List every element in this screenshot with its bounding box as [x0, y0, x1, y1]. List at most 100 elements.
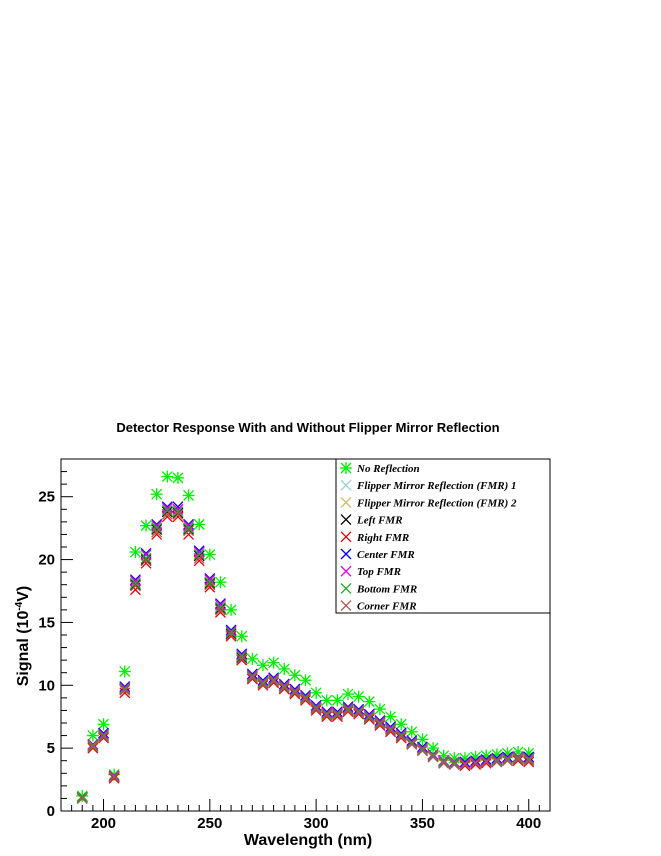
data-point [406, 737, 418, 749]
data-point [512, 751, 524, 763]
data-point [374, 718, 386, 730]
data-point [502, 751, 513, 763]
data-point [416, 745, 428, 757]
legend-label: Left FMR [356, 515, 403, 527]
data-point [459, 760, 471, 772]
data-point [491, 752, 503, 764]
data-point [151, 522, 163, 534]
data-point [523, 756, 535, 768]
data-point [203, 548, 216, 561]
series-8 [76, 508, 535, 804]
data-point [129, 579, 141, 591]
data-point [491, 753, 503, 765]
legend-label: Bottom FMR [356, 583, 417, 595]
data-point [257, 676, 269, 687]
data-point [236, 650, 248, 662]
data-point [406, 738, 418, 750]
data-point [470, 757, 482, 769]
legend-label: Flipper Mirror Reflection (FMR) 2 [356, 497, 517, 509]
data-point [204, 577, 216, 589]
data-point [320, 694, 333, 707]
y-axis: 0 5 10 15 20 25 [38, 458, 73, 820]
legend-label: Center FMR [357, 549, 415, 561]
data-point [225, 627, 237, 638]
x-tick-label: 250 [197, 815, 222, 832]
data-point [406, 735, 418, 747]
chart-title: Detector Response With and Without Flipp… [116, 420, 499, 435]
data-point [491, 756, 503, 768]
data-point [523, 755, 535, 767]
data-point [204, 579, 216, 591]
data-point [183, 520, 195, 532]
data-point [204, 576, 216, 588]
data-point [470, 759, 482, 770]
data-point [151, 523, 163, 535]
data-point [363, 709, 375, 721]
data-point [438, 756, 450, 768]
data-point [172, 503, 184, 515]
legend-marker [340, 496, 352, 508]
data-point [321, 709, 333, 721]
data-point [427, 751, 439, 763]
data-point [257, 679, 269, 691]
legend-label: No Reflection [356, 463, 420, 475]
data-point [257, 677, 269, 689]
data-point [512, 755, 524, 767]
data-point [246, 652, 259, 665]
data-point [353, 706, 365, 718]
data-point [278, 678, 290, 690]
series-6 [76, 502, 535, 803]
data-point [374, 715, 386, 726]
legend-marker [340, 462, 352, 474]
data-point [300, 693, 311, 705]
legend-marker [340, 514, 352, 526]
data-point [353, 708, 365, 720]
data-point [300, 691, 311, 703]
data-point [331, 707, 343, 719]
data-point [416, 742, 428, 754]
legend-box [335, 458, 551, 614]
data-point [438, 757, 450, 769]
data-point [310, 701, 322, 713]
legend-label: Corner FMR [357, 601, 417, 613]
data-point [480, 753, 492, 765]
data-point [342, 701, 354, 713]
data-point [214, 599, 226, 611]
data-point [76, 791, 88, 803]
data-point [385, 726, 397, 738]
data-point [512, 753, 524, 765]
data-point [331, 694, 344, 707]
data-point [76, 789, 89, 802]
legend-marker [340, 548, 352, 560]
data-point [257, 678, 269, 690]
data-point [172, 508, 184, 520]
x-tick-label: 300 [304, 815, 329, 832]
data-point [363, 711, 375, 723]
data-point [236, 648, 248, 660]
data-point [172, 506, 184, 518]
data-point [87, 740, 99, 752]
data-point [98, 728, 109, 740]
data-point [108, 771, 120, 783]
data-point [246, 671, 258, 682]
data-point [183, 523, 195, 535]
data-point [129, 575, 141, 587]
data-point [98, 730, 109, 742]
data-point [225, 624, 237, 636]
x-tick-label: 400 [516, 815, 541, 832]
legend: No Reflection Flipper Mirror Reflection (… [335, 458, 551, 614]
y-tick-label: 5 [47, 740, 55, 757]
data-point [87, 742, 99, 754]
data-point [140, 519, 153, 532]
data-point [161, 508, 173, 520]
legend-marker [340, 582, 352, 594]
data-point [374, 717, 386, 729]
data-point [331, 706, 343, 718]
data-point [300, 689, 311, 701]
data-point [193, 549, 205, 561]
data-point [523, 751, 535, 763]
data-point [321, 708, 333, 720]
data-point [183, 522, 195, 534]
data-point [480, 757, 492, 769]
